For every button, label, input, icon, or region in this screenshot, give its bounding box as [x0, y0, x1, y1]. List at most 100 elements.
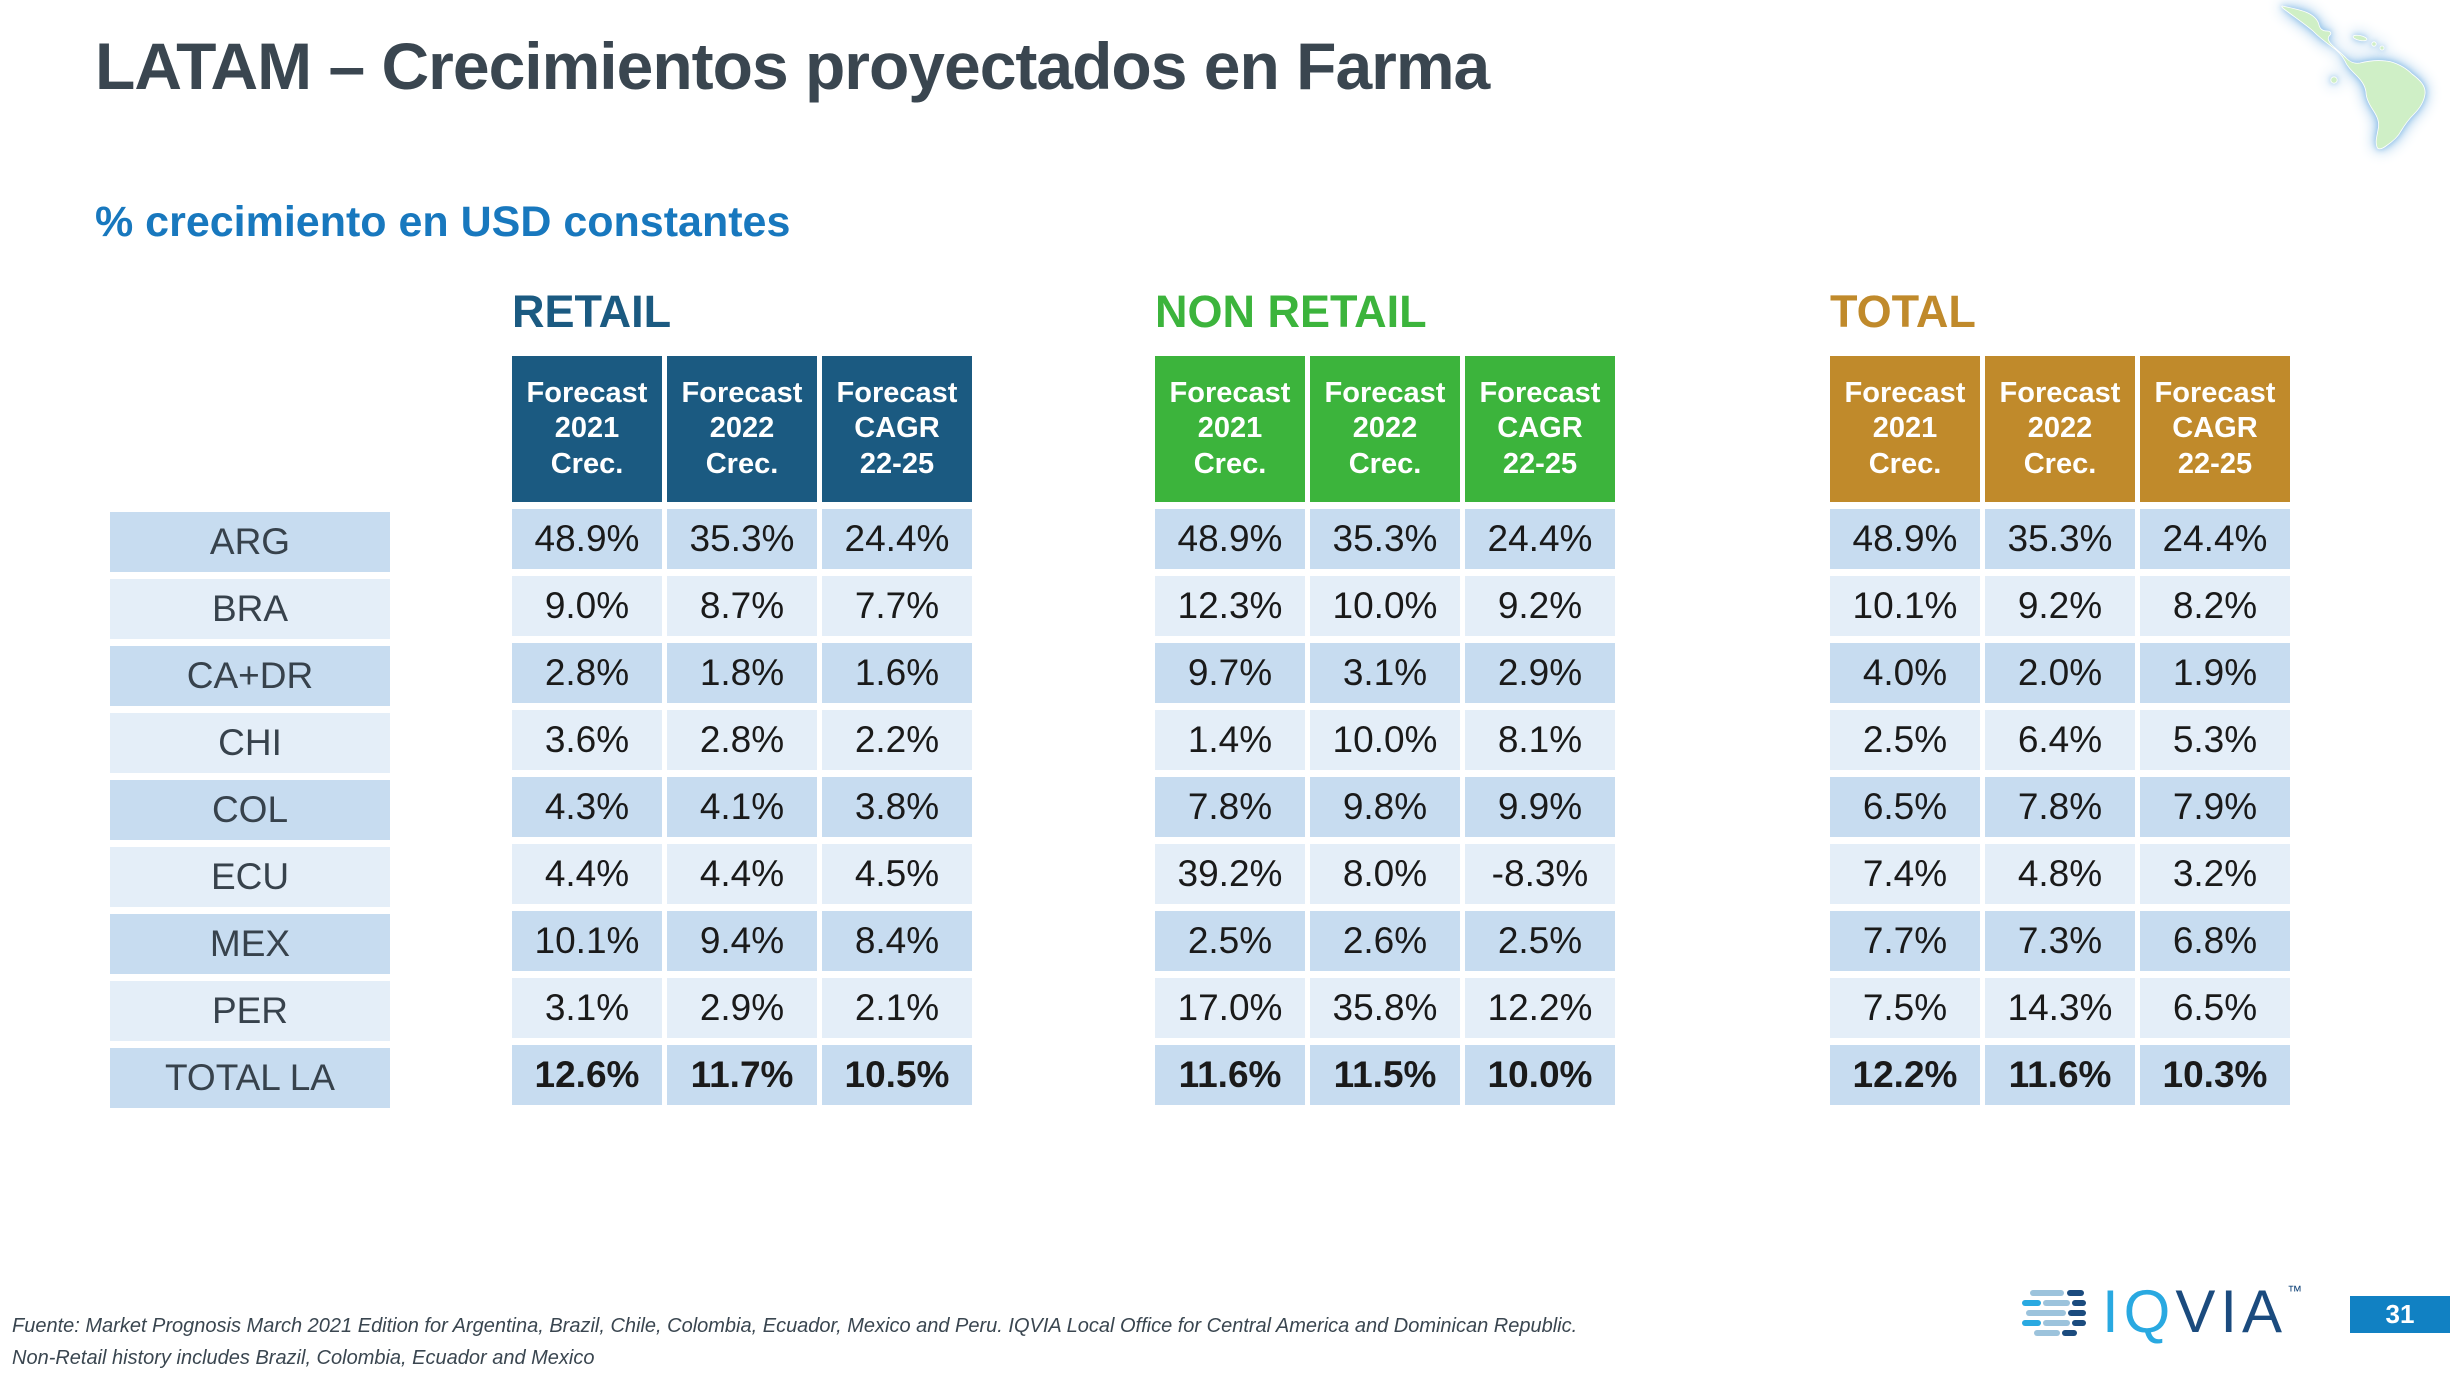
value-cell: 35.3% — [1310, 509, 1460, 569]
value-cell: 2.9% — [1465, 643, 1615, 703]
row-label: BRA — [110, 579, 390, 639]
value-cell: 17.0% — [1155, 978, 1305, 1038]
group-grid: Forecast 2021 Crec. Forecast 2022 Crec. Fo… — [1155, 356, 1615, 1105]
row-label: ARG — [110, 512, 390, 572]
iqvia-wordmark: IQVIA™ — [2102, 1282, 2302, 1342]
column-header: Forecast 2021 Crec. — [1155, 356, 1305, 502]
value-cell: 10.0% — [1310, 710, 1460, 770]
value-cell: 10.1% — [1830, 576, 1980, 636]
group-grid: Forecast 2021 Crec. Forecast 2022 Crec. Fo… — [1830, 356, 2290, 1105]
value-cell: 9.4% — [667, 911, 817, 971]
value-cell: 9.2% — [1465, 576, 1615, 636]
value-cell: 9.0% — [512, 576, 662, 636]
column-header: Forecast 2021 Crec. — [512, 356, 662, 502]
value-cell: 2.8% — [512, 643, 662, 703]
value-cell: 7.5% — [1830, 978, 1980, 1038]
footnote-line2: Non-Retail history includes Brazil, Colo… — [12, 1347, 595, 1369]
page-number: 31 — [2385, 1299, 2415, 1329]
group-grid: Forecast 2021 Crec. Forecast 2022 Crec. Fo… — [512, 356, 972, 1105]
value-cell: 9.8% — [1310, 777, 1460, 837]
column-header: Forecast CAGR 22-25 — [2140, 356, 2290, 502]
value-cell: 7.9% — [2140, 777, 2290, 837]
group-heading: NON RETAIL — [1155, 286, 1427, 337]
row-label: ECU — [110, 847, 390, 907]
value-cell: 1.8% — [667, 643, 817, 703]
value-cell: 2.5% — [1155, 911, 1305, 971]
value-cell: 3.8% — [822, 777, 972, 837]
value-cell: 6.5% — [2140, 978, 2290, 1038]
page-title: LATAM – Crecimientos proyectados en Farm… — [95, 29, 1490, 103]
value-cell: 7.3% — [1985, 911, 2135, 971]
value-cell: 4.4% — [512, 844, 662, 904]
value-cell: 48.9% — [1155, 509, 1305, 569]
value-cell: 48.9% — [512, 509, 662, 569]
iqvia-logo: IQVIA™ — [2022, 1282, 2302, 1342]
value-cell: 12.3% — [1155, 576, 1305, 636]
value-cell: 1.6% — [822, 643, 972, 703]
group-heading: RETAIL — [512, 286, 672, 337]
value-cell: 14.3% — [1985, 978, 2135, 1038]
value-cell: 9.9% — [1465, 777, 1615, 837]
value-cell: 5.3% — [2140, 710, 2290, 770]
group-table: RETAIL Forecast 2021 Crec. Forecast 2022 … — [512, 286, 972, 1105]
value-cell: 11.7% — [667, 1045, 817, 1105]
value-cell: 39.2% — [1155, 844, 1305, 904]
value-cell: 2.9% — [667, 978, 817, 1038]
value-cell: 6.5% — [1830, 777, 1980, 837]
value-cell: 4.8% — [1985, 844, 2135, 904]
value-cell: 2.8% — [667, 710, 817, 770]
column-header: Forecast CAGR 22-25 — [1465, 356, 1615, 502]
value-cell: 35.8% — [1310, 978, 1460, 1038]
value-cell: 4.1% — [667, 777, 817, 837]
value-cell: 10.0% — [1310, 576, 1460, 636]
value-cell: 3.1% — [512, 978, 662, 1038]
value-cell: 7.8% — [1985, 777, 2135, 837]
value-cell: 10.3% — [2140, 1045, 2290, 1105]
row-label: MEX — [110, 914, 390, 974]
value-cell: 2.2% — [822, 710, 972, 770]
group-table: NON RETAIL Forecast 2021 Crec. Forecast 2… — [1155, 286, 1615, 1105]
value-cell: 12.6% — [512, 1045, 662, 1105]
value-cell: 7.8% — [1155, 777, 1305, 837]
column-header: Forecast 2022 Crec. — [667, 356, 817, 502]
value-cell: 4.0% — [1830, 643, 1980, 703]
row-label: TOTAL LA — [110, 1048, 390, 1108]
value-cell: 12.2% — [1830, 1045, 1980, 1105]
row-label: CA+DR — [110, 646, 390, 706]
row-label-column: ARG BRA CA+DR CHI COL ECU MEX PER TOTAL LA — [110, 512, 390, 1108]
value-cell: 2.1% — [822, 978, 972, 1038]
value-cell: 8.2% — [2140, 576, 2290, 636]
value-cell: 7.7% — [822, 576, 972, 636]
subtitle: % crecimiento en USD constantes — [95, 198, 791, 246]
value-cell: 8.4% — [822, 911, 972, 971]
value-cell: 2.5% — [1830, 710, 1980, 770]
value-cell: 35.3% — [1985, 509, 2135, 569]
value-cell: 4.4% — [667, 844, 817, 904]
value-cell: 6.8% — [2140, 911, 2290, 971]
value-cell: 11.6% — [1985, 1045, 2135, 1105]
value-cell: 8.7% — [667, 576, 817, 636]
latam-map-icon — [2274, 0, 2444, 152]
value-cell: 11.6% — [1155, 1045, 1305, 1105]
value-cell: 7.7% — [1830, 911, 1980, 971]
footnote: Fuente: Market Prognosis March 2021 Edit… — [12, 1310, 1577, 1374]
value-cell: 8.0% — [1310, 844, 1460, 904]
logo-tm: ™ — [2287, 1283, 2303, 1300]
value-cell: 24.4% — [822, 509, 972, 569]
footnote-line1: Fuente: Market Prognosis March 2021 Edit… — [12, 1315, 1578, 1337]
value-cell: 6.4% — [1985, 710, 2135, 770]
value-cell: 1.9% — [2140, 643, 2290, 703]
value-cell: 9.7% — [1155, 643, 1305, 703]
iqvia-stripes-icon — [2022, 1290, 2086, 1336]
value-cell: 11.5% — [1310, 1045, 1460, 1105]
page-number-badge: 31 — [2350, 1296, 2450, 1333]
value-cell: 8.1% — [1465, 710, 1615, 770]
value-cell: 48.9% — [1830, 509, 1980, 569]
logo-via: VIA — [2175, 1278, 2288, 1345]
group-heading: TOTAL — [1830, 286, 1976, 337]
group-table: TOTAL Forecast 2021 Crec. Forecast 2022 C… — [1830, 286, 2290, 1105]
row-label: CHI — [110, 713, 390, 773]
value-cell: 12.2% — [1465, 978, 1615, 1038]
value-cell: 10.5% — [822, 1045, 972, 1105]
